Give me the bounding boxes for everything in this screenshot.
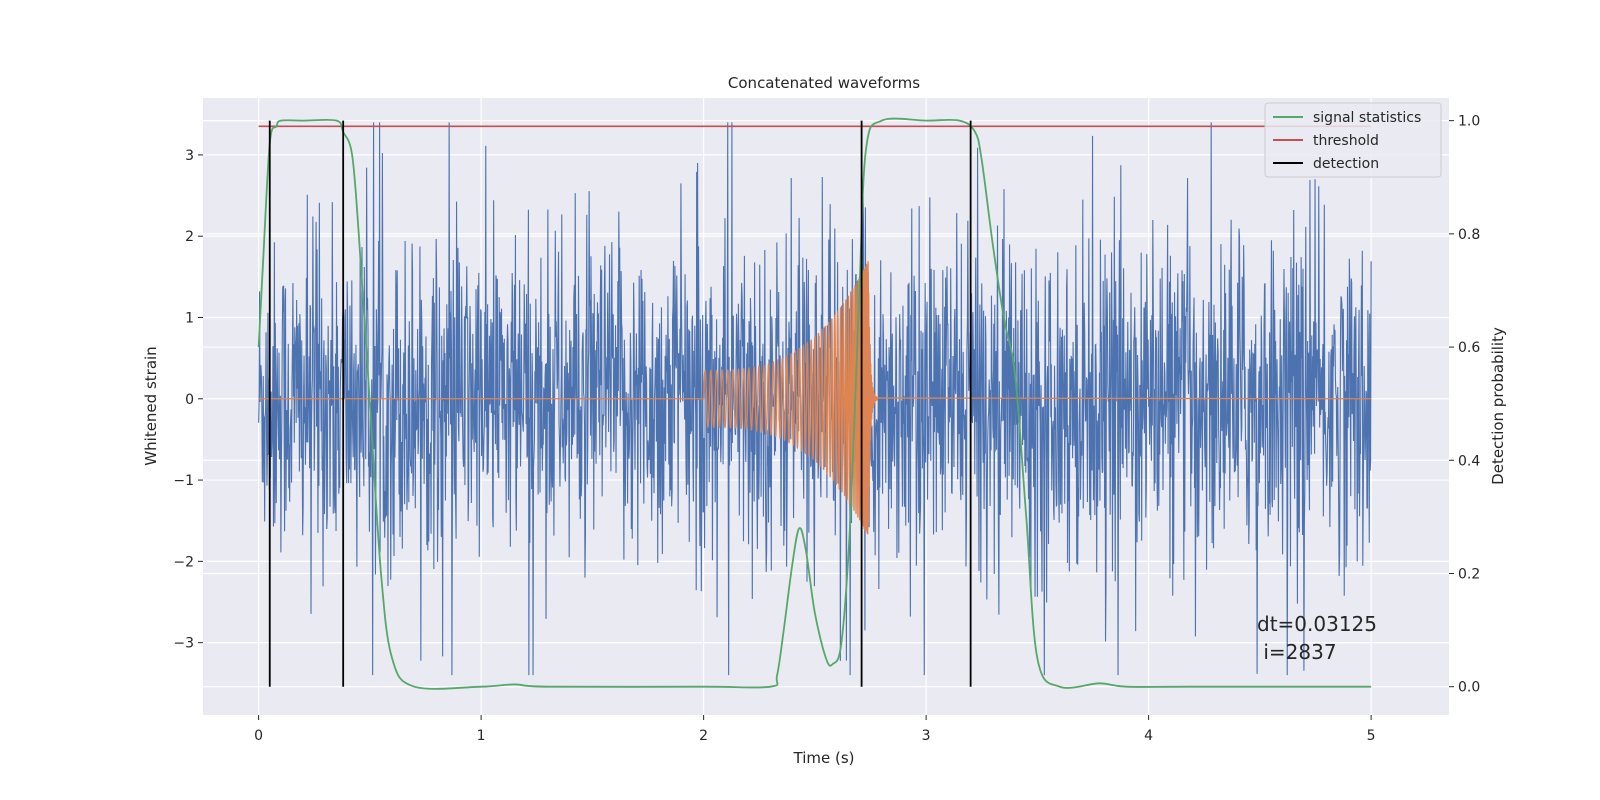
x-tick-label: 0: [254, 728, 263, 744]
y-left-tick-label: 1: [185, 310, 194, 326]
x-axis: 0 1 2 3 4 5: [254, 715, 1376, 744]
x-tick-label: 4: [1144, 728, 1153, 744]
legend-label-threshold: threshold: [1313, 133, 1379, 149]
y-left-tick-label: 2: [185, 229, 194, 245]
y-left-tick-label: 0: [185, 392, 194, 408]
y-axis-label-left: Whitened strain: [142, 346, 160, 465]
y-left-tick-label: 3: [185, 148, 194, 164]
annotation-i: i=2837: [1257, 640, 1337, 664]
plot-series: [257, 117, 1372, 690]
y-right-tick-label: 1.0: [1458, 114, 1480, 130]
y-axis-left: −3 −2 −1 0 1 2 3: [173, 148, 203, 652]
series-line-signal-statistics: [257, 117, 1372, 690]
x-tick-label: 5: [1367, 728, 1376, 744]
chart-title: Concatenated waveforms: [728, 74, 920, 92]
y-right-tick-label: 0.0: [1458, 680, 1480, 696]
y-left-tick-label: −3: [173, 636, 194, 652]
x-tick-label: 1: [477, 728, 486, 744]
series-line-noise: [258, 122, 1372, 676]
legend-label-detection: detection: [1313, 156, 1379, 172]
y-left-tick-label: −2: [173, 554, 194, 570]
y-right-tick-label: 0.4: [1458, 453, 1480, 469]
legend-label-signal: signal statistics: [1313, 110, 1421, 126]
legend-frame: [1264, 102, 1442, 178]
y-axis-label-right: Detection probability: [1489, 327, 1507, 485]
x-axis-label: Time (s): [793, 749, 855, 767]
y-right-tick-label: 0.2: [1458, 566, 1480, 582]
y-right-tick-label: 0.6: [1458, 340, 1480, 356]
x-tick-label: 3: [922, 728, 931, 744]
y-left-tick-label: −1: [173, 473, 194, 489]
legend: signal statistics threshold detection: [1264, 102, 1442, 178]
annotation-dt: dt=0.03125: [1257, 612, 1377, 636]
y-right-tick-label: 0.8: [1458, 227, 1480, 243]
y-axis-right: 0.0 0.2 0.4 0.6 0.8 1.0: [1449, 114, 1480, 696]
x-tick-label: 2: [699, 728, 708, 744]
series-line-chirp: [258, 261, 1372, 535]
